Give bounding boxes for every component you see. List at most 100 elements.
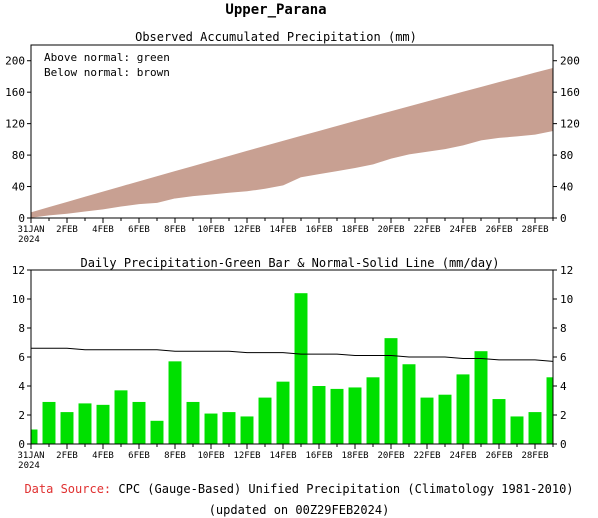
daily-precip-bar [546,377,553,444]
x-tick-label: 31JAN [17,451,44,461]
y-tick-label-right: 10 [560,293,573,306]
x-tick-label: 10FEB [197,451,224,461]
daily-precip-bar [78,403,92,444]
x-tick-label: 26FEB [485,451,512,461]
y-tick-label-right: 4 [560,380,567,393]
daily-precip-bar [402,364,416,444]
y-tick-label-left: 0 [18,212,25,225]
daily-precip-bar [96,404,110,444]
daily-precip-bar [456,374,470,444]
x-tick-label: 8FEB [164,451,186,461]
y-tick-label-left: 2 [18,409,25,422]
y-tick-label-left: 12 [12,264,25,277]
x-tick-label: 4FEB [92,451,114,461]
x-tick-label: 10FEB [197,225,224,235]
annotation-above-normal: Above normal: green [44,51,170,64]
y-tick-label-left: 80 [12,149,25,162]
daily-precipitation-chart: Daily Precipitation-Green Bar & Normal-S… [12,256,574,471]
x-tick-label: 12FEB [233,451,260,461]
data-source-text: CPC (Gauge-Based) Unified Precipitation … [111,482,574,496]
y-tick-label-right: 160 [560,86,580,99]
normal-accumulated-line [30,67,554,214]
y-tick-label-right: 0 [560,438,567,451]
plot-frame-overlay [30,44,554,219]
daily-precip-bar [276,381,290,444]
x-year-label: 2024 [18,235,40,245]
annotation-below-normal: Below normal: brown [44,66,170,79]
x-tick-label: 20FEB [377,451,404,461]
daily-precip-bar [204,413,218,444]
y-tick-label-right: 120 [560,118,580,131]
x-tick-label: 2FEB [56,451,78,461]
x-tick-label: 8FEB [164,225,186,235]
accumulated-precipitation-chart: Observed Accumulated Precipitation (mm) … [5,30,580,245]
y-tick-label-left: 6 [18,351,25,364]
y-tick-label-left: 0 [18,438,25,451]
y-tick-label-left: 10 [12,293,25,306]
x-tick-label: 14FEB [269,451,296,461]
daily-precip-bar [258,397,272,444]
y-tick-label-right: 200 [560,55,580,68]
daily-precip-bar [186,401,200,444]
y-tick-label-right: 40 [560,181,573,194]
daily-precip-bar [528,412,542,444]
x-tick-label: 4FEB [92,225,114,235]
y-tick-label-left: 8 [18,322,25,335]
daily-precip-bar [348,387,362,444]
daily-precip-bar [114,390,128,444]
x-tick-label: 26FEB [485,225,512,235]
y-tick-label-left: 120 [5,118,25,131]
plot-frame-overlay [30,269,554,445]
y-tick-label-right: 0 [560,212,567,225]
updated-note: (updated on 00Z29FEB2024) [208,503,390,517]
y-tick-label-left: 40 [12,181,25,194]
y-tick-label-right: 8 [560,322,567,335]
daily-precip-bar [474,351,488,444]
daily-precip-bar [42,401,56,444]
daily-precip-bar [510,416,524,444]
data-source-label: Data Source: [24,482,112,496]
daily-precip-bar [294,293,308,444]
daily-precip-bar [492,399,506,444]
x-tick-label: 28FEB [521,225,548,235]
daily-precip-bar [330,388,344,444]
daily-precip-bar [132,401,146,444]
y-tick-label-right: 80 [560,149,573,162]
page-title: Upper_Parana [225,2,326,18]
x-tick-label: 24FEB [449,451,476,461]
daily-precip-bar [420,397,434,444]
x-tick-label: 24FEB [449,225,476,235]
y-tick-label-right: 12 [560,264,573,277]
daily-precip-bar [150,420,164,444]
x-tick-label: 18FEB [341,225,368,235]
x-tick-label: 16FEB [305,451,332,461]
x-tick-label: 22FEB [413,225,440,235]
daily-precip-bar [168,361,182,444]
x-tick-label: 16FEB [305,225,332,235]
x-tick-label: 2FEB [56,225,78,235]
x-tick-label: 20FEB [377,225,404,235]
y-tick-label-left: 200 [5,55,25,68]
y-tick-label-left: 4 [18,380,25,393]
y-tick-label-right: 6 [560,351,567,364]
below-normal-band [31,68,553,218]
observed-accumulated-line [30,130,554,218]
x-tick-label: 31JAN [17,225,44,235]
normal-daily-line [31,347,554,362]
y-tick-label-right: 2 [560,409,567,422]
daily-precip-bar [240,416,254,444]
chart-title: Daily Precipitation-Green Bar & Normal-S… [80,256,499,270]
daily-precip-bar [60,412,74,444]
daily-precip-bar [312,386,326,444]
daily-precip-bar [31,429,38,444]
x-tick-label: 28FEB [521,451,548,461]
daily-precip-bar [384,338,398,444]
y-tick-label-left: 160 [5,86,25,99]
x-tick-label: 6FEB [128,451,150,461]
daily-precip-bar [366,377,380,444]
x-tick-label: 22FEB [413,451,440,461]
x-tick-label: 6FEB [128,225,150,235]
daily-precip-bar [438,394,452,444]
x-tick-label: 12FEB [233,225,260,235]
